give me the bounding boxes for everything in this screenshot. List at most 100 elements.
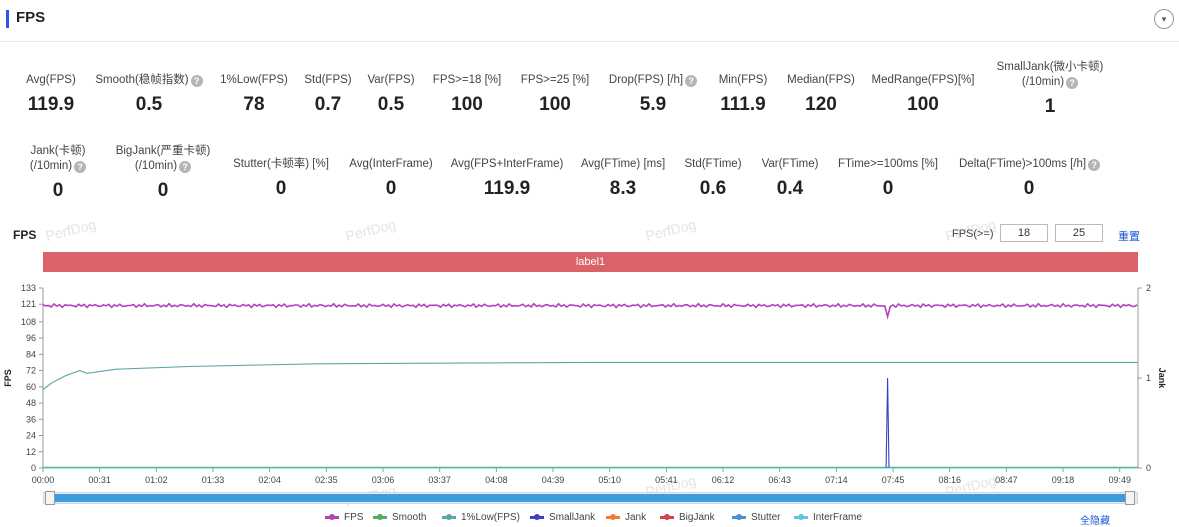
metric-value: 100 <box>451 94 483 115</box>
x-tick-label: 04:39 <box>542 475 565 485</box>
metric-label-text: FPS>=18 [%] <box>432 74 502 86</box>
metric-label-text: Min(FPS) <box>718 74 768 86</box>
x-tick-label: 04:08 <box>485 475 508 485</box>
metric-var-fps: Var(FPS) 0.5 <box>321 73 461 116</box>
x-tick-label: 07:45 <box>882 475 905 485</box>
metric-label: Stutter(卡顿率) [%] <box>211 157 351 172</box>
metric-fps-18: FPS>=18 [%] 100 <box>397 73 537 116</box>
metric-value: 8.3 <box>609 178 637 199</box>
help-icon[interactable]: ? <box>190 75 203 87</box>
metric-value: 119.9 <box>483 178 531 199</box>
metric-label: 1%Low(FPS) <box>184 73 324 88</box>
legend-item[interactable]: InterFrame <box>794 512 862 523</box>
metric-label: Std(FPS) <box>258 73 398 88</box>
metric-label: FTime>=100ms [%] <box>818 157 958 172</box>
legend-item[interactable]: BigJank <box>660 512 715 523</box>
legend-label: BigJank <box>679 512 715 523</box>
metric-label: Delta(FTime)>100ms [/h]? <box>959 157 1101 172</box>
metric-value: 0.4 <box>776 178 804 199</box>
help-icon[interactable]: ? <box>1066 77 1079 89</box>
metric-label-text: Median(FPS) <box>787 74 855 86</box>
panel-header: FPS ▾ <box>0 0 1179 42</box>
metric-label-unit: (/10min) <box>1021 76 1065 88</box>
metric-bigjank: BigJank(严重卡顿) (/10min)? 0 <box>93 144 233 202</box>
x-tick-label: 01:02 <box>145 475 168 485</box>
legend-swatch <box>325 514 339 520</box>
metric-label: Std(FTime) <box>643 157 783 172</box>
legend-item[interactable]: 1%Low(FPS) <box>442 512 520 523</box>
metric-jank: Jank(卡顿) (/10min)? 0 <box>0 144 128 202</box>
x-tick-label: 02:04 <box>258 475 281 485</box>
range-handle-left[interactable] <box>45 491 55 505</box>
y-tick-label: 133 <box>21 283 36 293</box>
collapse-icon[interactable]: ▾ <box>1154 9 1174 29</box>
metric-value: 0.6 <box>699 178 727 199</box>
x-tick-label: 00:00 <box>32 475 55 485</box>
metric-std-fps: Std(FPS) 0.7 <box>258 73 398 116</box>
x-tick-label: 02:35 <box>315 475 338 485</box>
metric-label-text: Std(FPS) <box>304 74 352 86</box>
metric-delta-ftime-100ms-h: Delta(FTime)>100ms [/h]? 0 <box>959 157 1101 200</box>
legend-item[interactable]: Smooth <box>373 512 426 523</box>
y-tick-label: 121 <box>21 299 36 309</box>
header-accent-bar <box>6 10 9 28</box>
help-icon[interactable]: ? <box>685 75 698 87</box>
legend-item[interactable]: SmallJank <box>530 512 595 523</box>
y-tick-label: 72 <box>26 366 36 376</box>
metric-label: Min(FPS) <box>673 73 813 88</box>
metric-label-text: Smooth(稳帧指数) <box>95 74 189 86</box>
x-tick-label: 08:47 <box>995 475 1018 485</box>
time-range-selection[interactable] <box>52 494 1125 502</box>
legend-label: InterFrame <box>813 512 862 523</box>
x-tick-label: 06:12 <box>712 475 735 485</box>
metric-medrange-fps: MedRange(FPS)[%] 100 <box>853 73 993 116</box>
hide-all-button[interactable]: 全隐藏 <box>1080 516 1110 527</box>
metric-value: 0 <box>385 178 397 199</box>
metric-label: Avg(FPS+InterFrame) <box>437 157 577 172</box>
metric-label-text: Stutter(卡顿率) [%] <box>233 158 329 170</box>
metric-label-unit: (/10min) <box>29 160 73 172</box>
legend-item[interactable]: FPS <box>325 512 363 523</box>
metric-value: 78 <box>243 94 265 115</box>
metric-value: 0 <box>882 178 894 199</box>
reset-button[interactable]: 重置 <box>1118 231 1140 243</box>
y-tick-label: 36 <box>26 414 36 424</box>
range-handle-right[interactable] <box>1125 491 1135 505</box>
series-line-smalljank <box>43 377 1138 469</box>
legend-swatch <box>442 514 456 520</box>
x-tick-label: 00:31 <box>88 475 111 485</box>
metric-label-text: Jank(卡顿) <box>30 145 86 157</box>
legend-label: Jank <box>625 512 647 523</box>
metric-label-text: Var(FPS) <box>367 74 415 86</box>
y-tick-label: 0 <box>31 463 36 473</box>
metric-label-text: Avg(FTime) [ms] <box>580 158 666 170</box>
y-axis-title: FPS <box>3 369 13 387</box>
help-icon[interactable]: ? <box>1088 159 1101 171</box>
metric-label: BigJank(严重卡顿) (/10min)? <box>93 144 233 174</box>
help-icon[interactable]: ? <box>74 161 87 173</box>
metric-label-text: MedRange(FPS)[%] <box>871 74 975 86</box>
threshold-input-1[interactable] <box>1000 224 1048 242</box>
x-tick-label: 07:14 <box>825 475 848 485</box>
series-line-1-low-fps <box>42 361 1138 390</box>
metric-fps-25: FPS>=25 [%] 100 <box>485 73 625 116</box>
metric-stutter: Stutter(卡顿率) [%] 0 <box>211 157 351 200</box>
threshold-input-2[interactable] <box>1055 224 1103 242</box>
metric-value: 0 <box>1023 178 1035 199</box>
metric-label-text: Avg(FPS+InterFrame) <box>450 158 564 170</box>
label-marker-bar[interactable]: label1 <box>43 252 1138 272</box>
legend-dot <box>664 514 670 520</box>
help-icon[interactable]: ? <box>179 161 192 173</box>
metric-label: Drop(FPS) [/h]? <box>583 73 723 88</box>
y-tick-label: 48 <box>26 398 36 408</box>
legend-item[interactable]: Stutter <box>732 512 780 523</box>
legend-swatch <box>794 514 808 520</box>
metric-label-text: Var(FTime) <box>761 158 819 170</box>
legend-dot <box>610 514 616 520</box>
legend-item[interactable]: Jank <box>606 512 646 523</box>
metric-value: 119.9 <box>27 94 75 115</box>
series-line-fps <box>42 302 1138 320</box>
y-tick-label: 24 <box>26 431 36 441</box>
y2-tick-label: 2 <box>1146 283 1151 293</box>
